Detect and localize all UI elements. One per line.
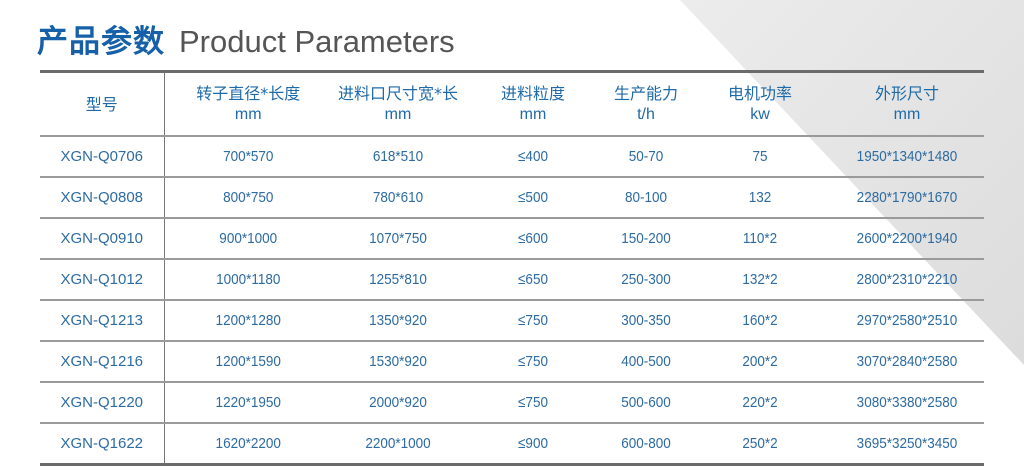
model-cell: XGN-Q1220 (40, 382, 165, 423)
table-cell: 160*2 (742, 312, 778, 329)
table-cell: 110*2 (742, 230, 778, 247)
table-cell: 3695*3250*3450 (856, 435, 958, 452)
table-cell: 1200*1590 (215, 353, 281, 370)
table-cell: 2000*920 (369, 394, 427, 411)
table-cell: 1950*1340*1480 (856, 148, 958, 165)
table-cell: 1350*920 (369, 312, 427, 329)
table-cell: ≤900 (518, 435, 548, 452)
column-header-unit: t/h (637, 106, 655, 123)
title-english: Product Parameters (179, 24, 455, 59)
table-cell: ≤750 (518, 312, 548, 329)
column-header-unit: mm (519, 106, 547, 123)
table-row: XGN-Q0808 800*750 780*610 ≤500 80-100 132 2280… (40, 177, 984, 218)
table-cell: 1200*1280 (215, 312, 281, 329)
table-cell: 75 (752, 148, 768, 165)
model-cell: XGN-Q1012 (40, 259, 165, 300)
column-header: 进料粒度 mm (464, 72, 602, 137)
table-cell: 1070*750 (369, 230, 427, 247)
table-row: XGN-Q1216 1200*1590 1530*920 ≤750 400-500 200… (40, 341, 984, 382)
table-cell: ≤750 (518, 394, 548, 411)
table-cell: 220*2 (742, 394, 778, 411)
table-row: XGN-Q0706 700*570 618*510 ≤400 50-70 75 1950*1… (40, 136, 984, 177)
column-header: 电机功率 kw (690, 72, 830, 137)
table-row: XGN-Q1213 1200*1280 1350*920 ≤750 300-350 160… (40, 300, 984, 341)
table-cell: ≤400 (518, 148, 548, 165)
table-cell: 400-500 (621, 353, 671, 370)
table-header-row: 型号 转子直径*长度 mm 进料口尺寸宽*长 mm 进料粒度 mm 生产能力 t/h 电机功率 kw… (40, 71, 984, 137)
table-cell: 3070*2840*2580 (856, 353, 958, 370)
product-parameters-table: 型号 转子直径*长度 mm 进料口尺寸宽*长 mm 进料粒度 mm 生产能力 t/h 电机功率 kw… (40, 70, 984, 466)
table-cell: ≤750 (518, 353, 548, 370)
column-header: 进料口尺寸宽*长 mm (332, 72, 464, 137)
table-cell: 618*510 (372, 148, 424, 165)
table-cell: 250*2 (742, 435, 778, 452)
table-row: XGN-Q0910 900*1000 1070*750 ≤600 150-200 110*… (40, 218, 984, 259)
table-cell: 500-600 (621, 394, 671, 411)
column-header-label: 型号 (85, 94, 118, 114)
column-header-label: 进料口尺寸宽*长 (337, 84, 458, 103)
table-cell: 150-200 (621, 230, 671, 247)
model-cell: XGN-Q1622 (40, 423, 165, 465)
table-cell: 1530*920 (369, 353, 427, 370)
table-cell: 3080*3380*2580 (856, 394, 958, 411)
model-cell: XGN-Q0910 (40, 218, 165, 259)
column-header-label: 生产能力 (613, 84, 678, 103)
table-cell: 800*750 (223, 189, 274, 206)
table-cell: ≤650 (518, 271, 548, 288)
table-cell: 132*2 (742, 271, 778, 288)
table-body: XGN-Q0706 700*570 618*510 ≤400 50-70 75 1950*1… (40, 136, 984, 465)
table-cell: 700*570 (223, 148, 274, 165)
table-row: XGN-Q1012 1000*1180 1255*810 ≤650 250-300 132… (40, 259, 984, 300)
table-cell: 300-350 (621, 312, 671, 329)
table-cell: ≤500 (518, 189, 548, 206)
title-chinese: 产品参数 (37, 24, 165, 60)
column-header-unit: mm (384, 106, 412, 123)
model-cell: XGN-Q1213 (40, 300, 165, 341)
table-cell: 132 (748, 189, 772, 206)
column-header: 转子直径*长度 mm (164, 72, 332, 137)
table-cell: 200*2 (742, 353, 778, 370)
column-header: 生产能力 t/h (602, 72, 690, 137)
column-header: 型号 (40, 71, 165, 136)
model-cell: XGN-Q0706 (40, 136, 165, 177)
table-cell: 600-800 (621, 435, 671, 452)
table-cell: 1620*2200 (215, 435, 281, 452)
table-cell: 780*610 (372, 189, 424, 206)
column-header-unit: mm (893, 106, 921, 123)
model-cell: XGN-Q0808 (40, 177, 165, 218)
table-cell: 1220*1950 (215, 394, 281, 411)
table-cell: 2280*1790*1670 (856, 189, 958, 206)
table-cell: 80-100 (624, 189, 668, 206)
table-cell: 900*1000 (219, 230, 278, 247)
table-cell: 2970*2580*2510 (856, 312, 958, 329)
page-title: 产品参数 Product Parameters (37, 16, 455, 61)
table-cell: 250-300 (621, 271, 671, 288)
table-row: XGN-Q1220 1220*1950 2000*920 ≤750 500-600 220… (40, 382, 984, 423)
column-header-label: 电机功率 (727, 84, 792, 103)
table-cell: ≤600 (518, 230, 548, 247)
column-header-label: 进料粒度 (500, 84, 565, 103)
column-header-unit: kw (750, 106, 770, 123)
model-cell: XGN-Q1216 (40, 341, 165, 382)
table-cell: 1000*1180 (216, 271, 281, 288)
table-cell: 2800*2310*2210 (856, 271, 958, 288)
table-cell: 50-70 (628, 148, 664, 165)
column-header-label: 转子直径*长度 (196, 84, 301, 103)
column-header-label: 外形尺寸 (874, 84, 939, 103)
table-row: XGN-Q1622 1620*2200 2200*1000 ≤900 600-800 25… (40, 423, 984, 465)
table-cell: 2200*1000 (365, 435, 431, 452)
column-header: 外形尺寸 mm (830, 72, 984, 137)
table-cell: 2600*2200*1940 (856, 230, 958, 247)
column-header-unit: mm (234, 106, 262, 123)
table-cell: 1255*810 (369, 271, 427, 288)
